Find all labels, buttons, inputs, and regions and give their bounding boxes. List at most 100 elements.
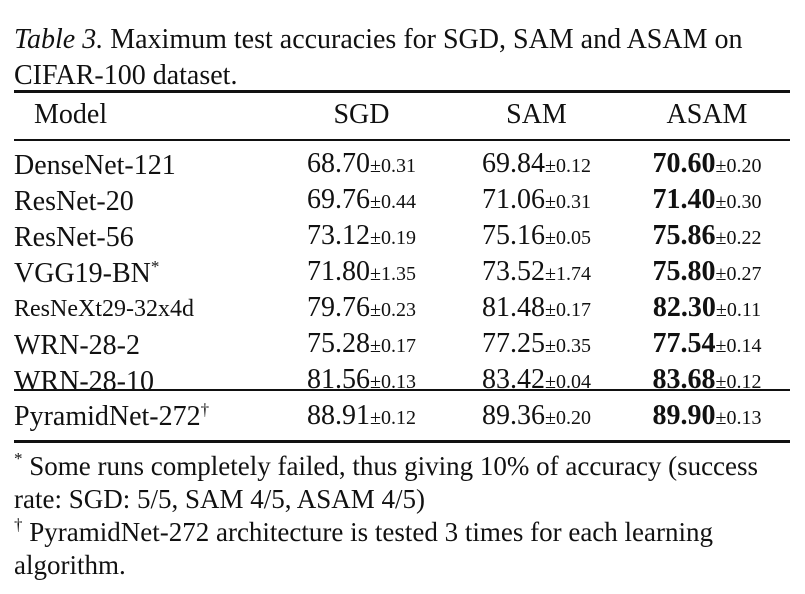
table-row: DenseNet-121 68.70±0.31 69.84±0.12 70.60±0.… (14, 147, 790, 183)
sgd-cell: 73.12±0.19 (274, 219, 449, 255)
model-label: WRN-28-2 (14, 329, 140, 361)
sam-mean: 75.16 (482, 220, 545, 251)
sgd-mean: 71.80 (307, 256, 370, 287)
asam-mean: 75.86 (652, 220, 716, 251)
sam-mean: 77.25 (482, 328, 545, 359)
asam-mean: 77.54 (652, 328, 716, 359)
footnote-text: PyramidNet-272 architecture is tested 3 … (14, 517, 714, 580)
sam-std: ±0.05 (545, 227, 591, 249)
sgd-cell: 79.76±0.23 (274, 291, 449, 327)
footnote-mark: † (200, 400, 210, 419)
footnote-mark: † (14, 515, 23, 534)
asam-mean: 82.30 (652, 292, 716, 323)
asam-cell: 75.80±0.27 (624, 255, 790, 291)
model-label: VGG19-BN (14, 257, 151, 289)
sgd-std: ±0.23 (370, 299, 416, 321)
table-header: Model SGD SAM ASAM (14, 96, 790, 134)
asam-std: ±0.14 (715, 335, 762, 357)
sgd-cell: 69.76±0.44 (274, 183, 449, 219)
footnote-mark: * (14, 449, 23, 468)
table-row: VGG19-BN* 71.80±1.35 73.52±1.74 75.80±0.27 (14, 255, 790, 291)
model-name: ResNet-20 (14, 183, 274, 219)
column-header-sgd: SGD (333, 99, 390, 130)
model-label: ResNet-56 (14, 221, 134, 253)
sgd-mean: 88.91 (307, 400, 370, 431)
sgd-cell: 88.91±0.12 (274, 397, 449, 437)
table-bottom-rule (14, 440, 790, 443)
sgd-cell: 68.70±0.31 (274, 147, 449, 183)
model-label: WRN-28-10 (14, 365, 154, 397)
sam-cell: 81.48±0.17 (449, 291, 624, 327)
table-separator-rule (14, 389, 790, 391)
asam-cell: 71.40±0.30 (624, 183, 790, 219)
table-row: PyramidNet-272† 88.91±0.12 89.36±0.20 89… (14, 397, 790, 437)
sam-std: ±0.04 (545, 371, 591, 393)
asam-std: ±0.22 (715, 227, 762, 249)
caption-text: Maximum test accuracies for SGD, SAM and… (14, 24, 743, 91)
table-body-pyramidnet: PyramidNet-272† 88.91±0.12 89.36±0.20 89… (14, 397, 790, 437)
asam-mean: 89.90 (652, 400, 716, 431)
asam-std: ±0.12 (715, 371, 762, 393)
sam-mean: 73.52 (482, 256, 545, 287)
sam-mean: 81.48 (482, 292, 545, 323)
model-name: ResNet-56 (14, 219, 274, 255)
table-row: ResNet-56 73.12±0.19 75.16±0.05 75.86±0.22 (14, 219, 790, 255)
sgd-mean: 79.76 (307, 292, 370, 323)
column-header-sam: SAM (506, 99, 567, 130)
table-row: ResNeXt29-32x4d 79.76±0.23 81.48±0.17 82.30… (14, 291, 790, 327)
sam-std: ±0.20 (545, 407, 591, 429)
asam-std: ±0.27 (715, 263, 762, 285)
header-row: Model SGD SAM ASAM (14, 96, 790, 134)
sam-cell: 89.36±0.20 (449, 397, 624, 437)
sam-std: ±0.12 (545, 155, 591, 177)
asam-std: ±0.30 (715, 191, 762, 213)
asam-cell: 82.30±0.11 (624, 291, 790, 327)
model-name: VGG19-BN* (14, 255, 274, 291)
sam-std: ±0.35 (545, 335, 591, 357)
sam-std: ±0.17 (545, 299, 591, 321)
sgd-mean: 73.12 (307, 220, 370, 251)
sam-cell: 83.42±0.04 (449, 363, 624, 399)
sgd-std: ±1.35 (370, 263, 416, 285)
footnote-mark: * (150, 256, 160, 276)
sgd-cell: 81.56±0.13 (274, 363, 449, 399)
asam-mean: 70.60 (652, 148, 716, 179)
table-footnotes: * Some runs completely failed, thus givi… (14, 450, 794, 582)
table-row: WRN-28-2 75.28±0.17 77.25±0.35 77.54±0.14 (14, 327, 790, 363)
asam-cell: 75.86±0.22 (624, 219, 790, 255)
asam-std: ±0.11 (715, 299, 762, 321)
sgd-mean: 75.28 (307, 328, 370, 359)
asam-std: ±0.20 (715, 155, 762, 177)
sam-mean: 71.06 (482, 184, 545, 215)
asam-mean: 75.80 (652, 256, 716, 287)
sgd-cell: 75.28±0.17 (274, 327, 449, 363)
model-name: PyramidNet-272† (14, 397, 274, 437)
model-label: ResNet-20 (14, 185, 134, 217)
model-name: ResNeXt29-32x4d (14, 291, 274, 327)
sgd-cell: 71.80±1.35 (274, 255, 449, 291)
table-row: ResNet-20 69.76±0.44 71.06±0.31 71.40±0.30 (14, 183, 790, 219)
asam-cell: 70.60±0.20 (624, 147, 790, 183)
sam-std: ±1.74 (545, 263, 591, 285)
table-body: DenseNet-121 68.70±0.31 69.84±0.12 70.60±0.… (14, 147, 790, 399)
asam-cell: 83.68±0.12 (624, 363, 790, 399)
sam-cell: 73.52±1.74 (449, 255, 624, 291)
model-name: DenseNet-121 (14, 147, 274, 183)
sam-cell: 69.84±0.12 (449, 147, 624, 183)
asam-cell: 77.54±0.14 (624, 327, 790, 363)
model-name: WRN-28-10 (14, 363, 274, 399)
column-header-asam: ASAM (666, 99, 748, 130)
asam-mean: 71.40 (652, 184, 716, 215)
sgd-std: ±0.19 (370, 227, 416, 249)
model-name: WRN-28-2 (14, 327, 274, 363)
model-label: ResNeXt29-32x4d (14, 295, 194, 322)
sam-std: ±0.31 (545, 191, 591, 213)
sgd-std: ±0.17 (370, 335, 416, 357)
sam-cell: 77.25±0.35 (449, 327, 624, 363)
model-label: PyramidNet-272 (14, 401, 201, 432)
sam-cell: 75.16±0.05 (449, 219, 624, 255)
table-top-rule (14, 90, 790, 93)
caption-label: Table 3. (14, 24, 104, 55)
column-header-model: Model (34, 99, 108, 130)
model-label: DenseNet-121 (14, 149, 176, 181)
